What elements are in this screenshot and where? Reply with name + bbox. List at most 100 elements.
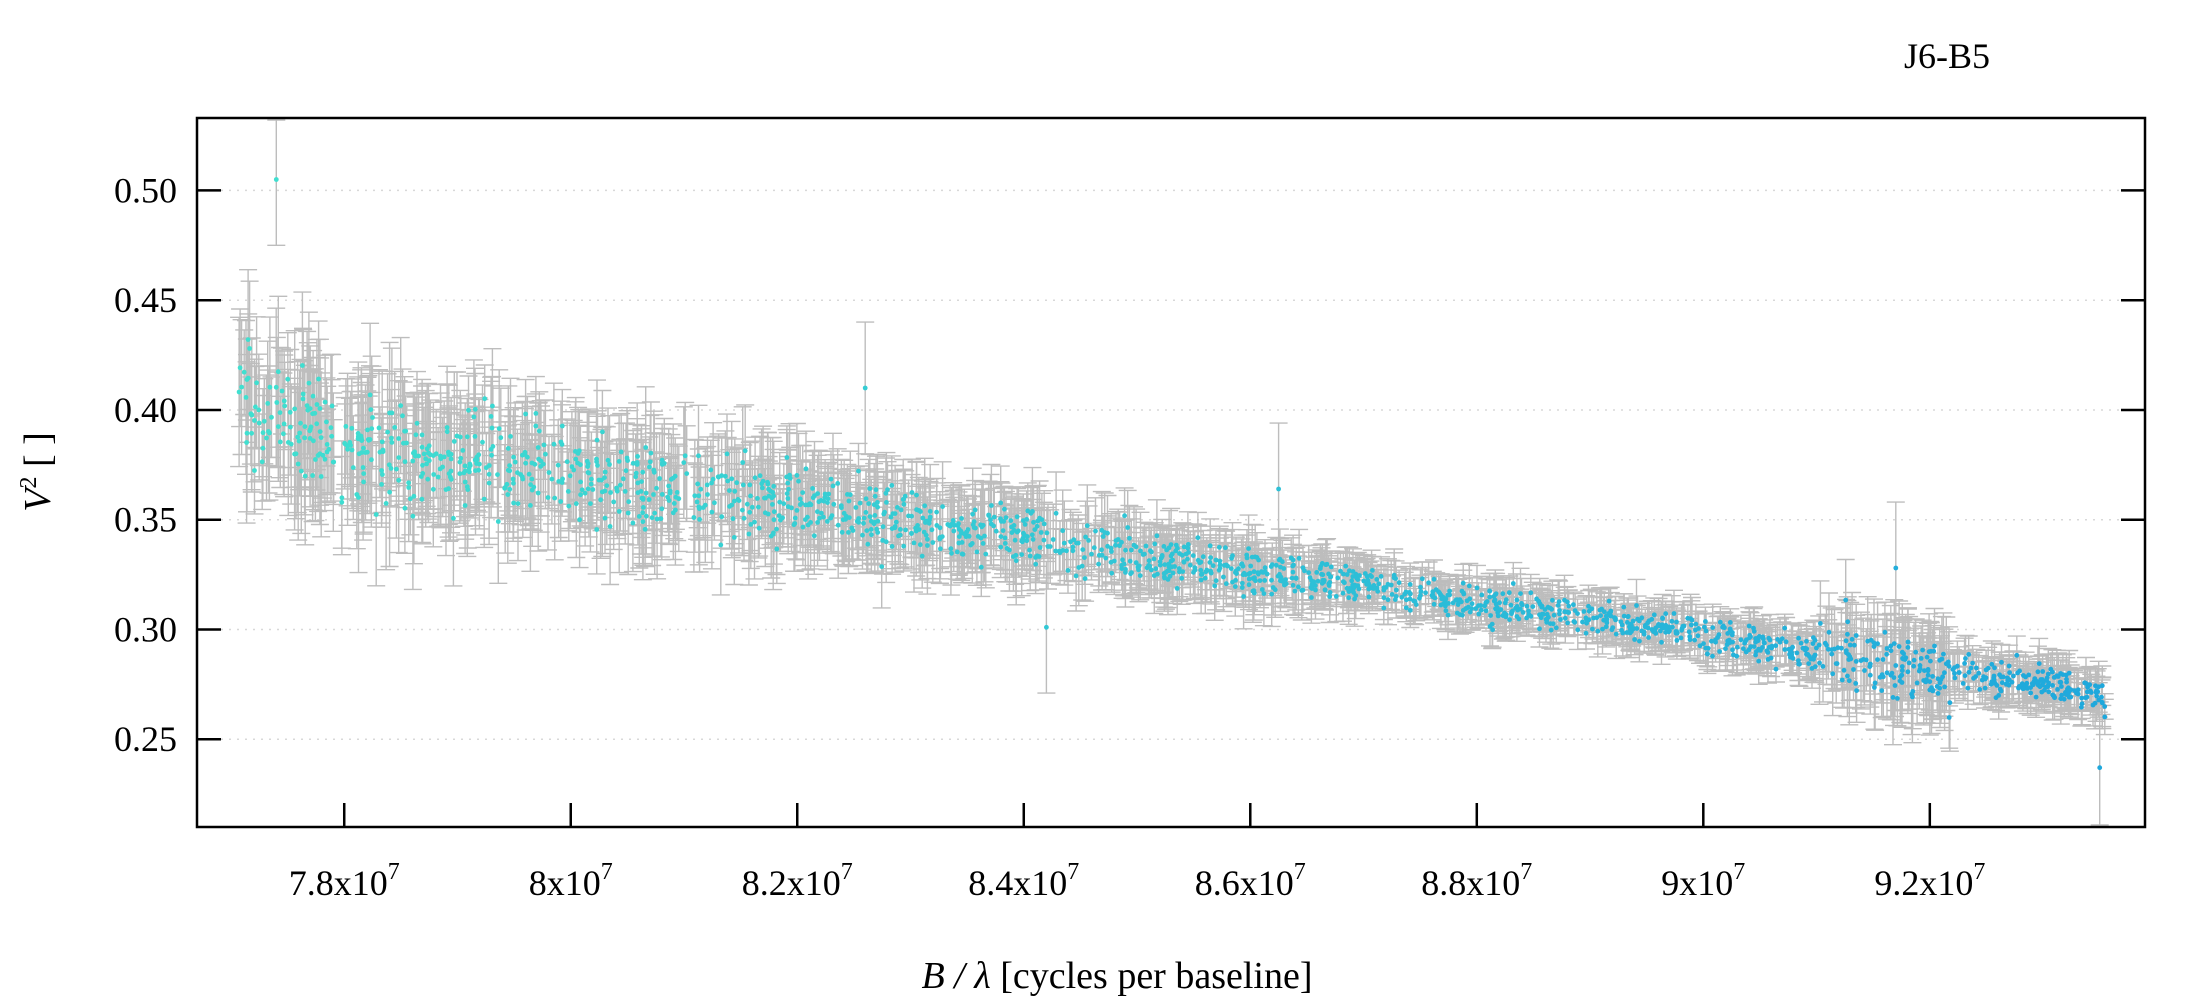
data-point <box>1906 660 1912 666</box>
data-point <box>1730 647 1735 653</box>
data-point <box>704 482 710 488</box>
data-point <box>939 534 945 539</box>
data-point <box>339 499 345 505</box>
data-point <box>505 467 511 473</box>
data-point <box>1510 581 1516 586</box>
data-point <box>1846 678 1852 684</box>
data-point <box>1439 596 1445 602</box>
data-point <box>1814 645 1819 651</box>
data-point <box>1356 586 1362 592</box>
data-point <box>1327 594 1333 599</box>
data-point <box>300 363 305 368</box>
x-tick-label: 8.8x107 <box>1421 859 1532 903</box>
data-point <box>1348 588 1354 593</box>
data-point <box>317 429 323 434</box>
data-point <box>1832 646 1837 652</box>
data-point <box>1818 621 1823 626</box>
data-point <box>1553 625 1559 631</box>
data-point <box>868 527 874 532</box>
data-point <box>822 491 828 497</box>
data-point <box>897 532 903 538</box>
data-point <box>781 501 787 507</box>
data-point <box>1879 688 1885 693</box>
data-point <box>819 510 824 516</box>
data-point <box>462 479 468 485</box>
data-point <box>705 492 710 497</box>
data-point <box>1447 588 1452 594</box>
data-point <box>839 529 845 535</box>
data-point <box>1613 631 1619 637</box>
data-point <box>938 546 943 552</box>
data-point <box>1940 674 1945 680</box>
data-point <box>1033 561 1039 567</box>
data-point <box>1217 565 1223 571</box>
data-point <box>1849 636 1855 642</box>
data-point <box>1798 640 1804 646</box>
data-point <box>1583 630 1589 636</box>
data-point <box>577 517 582 523</box>
data-point <box>559 480 565 485</box>
data-point <box>1875 657 1880 662</box>
data-point <box>398 403 404 408</box>
data-point <box>528 482 533 487</box>
data-point <box>555 462 561 468</box>
data-point <box>1514 597 1520 603</box>
data-point <box>797 502 803 507</box>
data-point <box>1198 577 1204 583</box>
data-point <box>1775 637 1780 642</box>
data-point <box>937 525 943 531</box>
data-point <box>1705 651 1710 657</box>
data-point <box>245 375 251 381</box>
data-point <box>253 404 258 410</box>
data-point <box>425 476 431 482</box>
data-point <box>696 493 702 499</box>
data-point <box>862 385 868 391</box>
data-point <box>1642 624 1648 630</box>
data-point <box>1751 625 1756 631</box>
data-point <box>1179 575 1185 581</box>
data-point <box>313 457 318 462</box>
data-point <box>625 510 631 516</box>
data-point <box>1371 586 1376 591</box>
data-point <box>370 415 375 420</box>
data-point <box>476 452 482 458</box>
data-point <box>607 524 613 529</box>
data-point <box>1241 594 1246 599</box>
data-point <box>1945 659 1951 665</box>
data-point <box>356 451 362 457</box>
data-point <box>1151 556 1157 562</box>
data-point <box>1586 608 1592 614</box>
data-point <box>277 410 283 415</box>
data-point <box>1660 615 1665 621</box>
data-point <box>1228 566 1234 571</box>
data-point <box>1826 629 1832 635</box>
data-point <box>1350 569 1356 574</box>
data-point <box>1651 612 1657 618</box>
data-point <box>850 528 856 533</box>
data-point <box>465 487 471 492</box>
data-point <box>978 564 984 570</box>
data-point <box>1443 603 1448 609</box>
data-point <box>2052 695 2058 701</box>
data-point <box>940 504 945 509</box>
data-point <box>1091 545 1097 551</box>
data-point <box>800 490 806 495</box>
data-point <box>379 468 384 473</box>
data-point <box>523 460 529 466</box>
data-point <box>1506 590 1512 596</box>
data-point <box>740 507 745 513</box>
data-point <box>2050 669 2055 675</box>
data-point <box>1603 624 1609 630</box>
data-point <box>368 407 374 412</box>
chart-title: J6-B5 <box>1904 36 1990 76</box>
data-point <box>1185 542 1191 547</box>
data-point <box>684 471 690 476</box>
data-point <box>1941 651 1946 657</box>
data-point <box>424 446 430 452</box>
data-point <box>1109 570 1115 576</box>
data-point <box>602 515 608 521</box>
data-point <box>1047 544 1053 549</box>
data-point <box>2083 681 2089 686</box>
data-point <box>300 396 306 402</box>
data-point <box>310 411 315 417</box>
